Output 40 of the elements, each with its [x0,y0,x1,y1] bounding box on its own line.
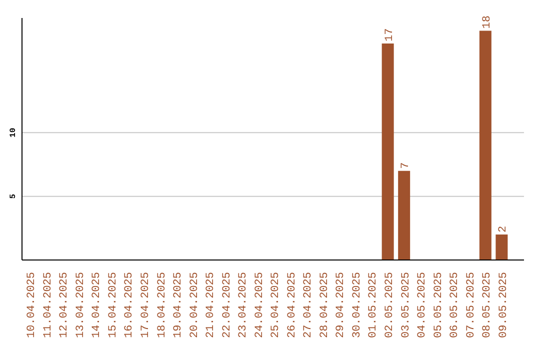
bar [382,43,394,260]
data-label: 2 [498,226,510,233]
x-tick-label: 15.04.2025 [107,272,120,338]
x-tick-label: 28.04.2025 [318,272,331,338]
data-label: 18 [481,16,494,29]
x-tick-label: 16.04.2025 [124,272,136,338]
x-tick-label: 24.04.2025 [254,272,266,338]
bar [479,30,492,260]
x-tick-label: 02.05.2025 [384,272,396,338]
x-tick-label: 20.04.2025 [188,272,201,338]
x-tick-label: 08.05.2025 [482,272,494,338]
data-label: 17 [384,28,396,42]
x-tick-label: 11.04.2025 [42,272,54,338]
x-tick-label: 17.04.2025 [140,272,152,338]
x-tick-label: 25.04.2025 [270,272,282,338]
x-tick-label: 18.04.2025 [156,272,168,338]
data-label: 7 [400,162,412,169]
x-tick-label: 22.04.2025 [221,272,234,338]
x-tick-label: 05.05.2025 [432,272,445,338]
x-tick-label: 09.05.2025 [498,272,510,338]
x-tick-label: 04.05.2025 [416,272,429,338]
x-tick-label: 23.04.2025 [238,272,250,338]
x-tick-label: 10.04.2025 [26,272,38,338]
y-tick-label: 10 [9,128,18,138]
x-tick-label: 07.05.2025 [465,272,478,338]
x-tick-label: 12.04.2025 [58,272,71,338]
x-tick-label: 01.05.2025 [368,272,380,338]
x-tick-label: 26.04.2025 [286,272,298,338]
x-tick-label: 14.04.2025 [91,272,104,338]
x-tick-label: 19.04.2025 [172,272,185,338]
bar [496,234,508,260]
y-tick-label: 5 [9,194,18,199]
x-tick-label: 03.05.2025 [400,272,412,338]
x-tick-label: 13.04.2025 [74,272,87,338]
x-tick-label: 30.04.2025 [351,272,364,338]
x-tick-label: 29.04.2025 [335,272,348,338]
bar [398,170,410,260]
x-tick-label: 21.04.2025 [205,272,218,338]
x-tick-label: 06.05.2025 [449,272,462,338]
x-tick-label: 27.04.2025 [302,272,315,338]
